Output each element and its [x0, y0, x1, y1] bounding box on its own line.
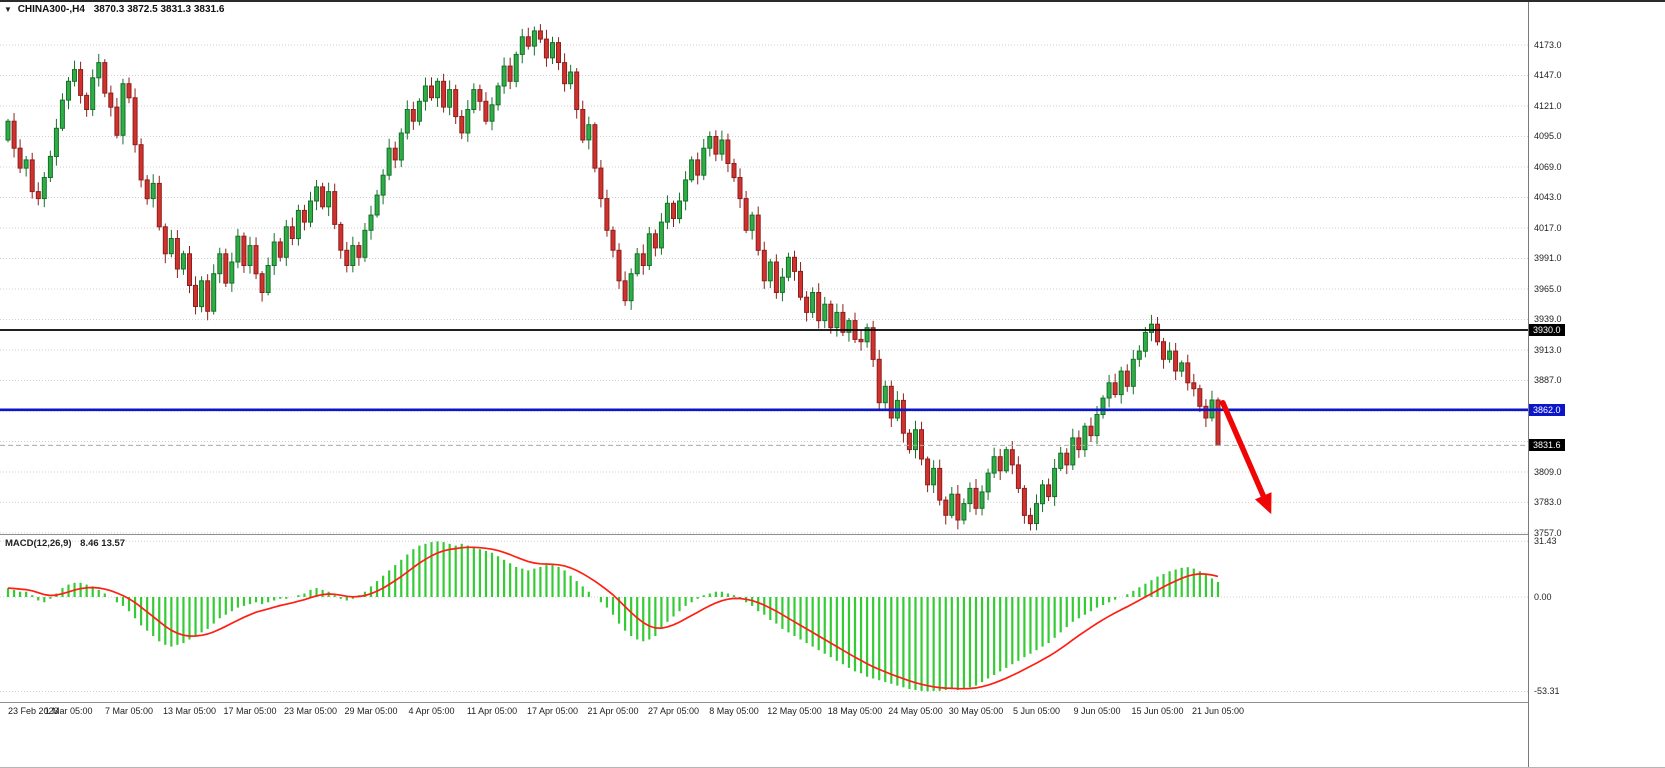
price-axis-label: 3913.0 [1534, 344, 1562, 355]
time-axis[interactable]: 23 Feb 2023 1 Mar 05:00 7 Mar 05:00 13 Mar … [0, 703, 1528, 727]
macd-axis-label: 31.43 [1534, 536, 1557, 547]
macd-axis-label: -53.31 [1534, 686, 1560, 697]
macd-signal-line [7, 546, 1219, 690]
price-axis-label: 4017.0 [1534, 222, 1562, 233]
price-axis-label: 3991.0 [1534, 253, 1562, 264]
time-axis-label: 12 May 05:00 [767, 706, 822, 716]
macd-indicator-label-row: MACD(12,26,9) 8.46 13.57 [5, 538, 125, 549]
price-chart-canvas[interactable] [0, 18, 1528, 534]
price-axis-label: 3965.0 [1534, 283, 1562, 294]
time-axis-label: 8 May 05:00 [709, 706, 759, 716]
price-axis-label: 4069.0 [1534, 161, 1562, 172]
macd-axis-label: 0.00 [1534, 592, 1552, 602]
time-axis-label: 9 Jun 05:00 [1073, 706, 1121, 716]
ohlc-values: 3870.3 3872.5 3831.3 3831.6 [93, 4, 225, 15]
panel-separator-bottom [0, 702, 1528, 703]
symbol-dropdown-icon[interactable]: ▼ [4, 5, 12, 14]
time-axis-label: 23 Feb 2023 [8, 706, 59, 716]
price-gridlines [0, 44, 1528, 534]
price-axis-label: 4095.0 [1534, 131, 1562, 142]
price-axis-label: 3887.0 [1534, 375, 1562, 386]
time-axis-label: 23 Mar 05:00 [283, 706, 338, 716]
price-axis-label: 4173.0 [1534, 39, 1562, 50]
time-axis-label: 21 Apr 05:00 [587, 706, 639, 716]
time-axis-label: 18 May 05:00 [827, 706, 883, 716]
time-axis-label: 24 May 05:00 [888, 706, 943, 716]
price-axis-label: 4121.0 [1534, 100, 1562, 111]
panel-separator-top [0, 534, 1528, 535]
price-axis-label: 3939.0 [1534, 314, 1562, 325]
symbol-timeframe: CHINA300-,H4 [17, 4, 85, 15]
time-axis-label: 13 Mar 05:00 [162, 706, 217, 716]
time-axis-label: 11 Apr 05:00 [466, 706, 518, 716]
time-axis-label: 7 Mar 05:00 [104, 706, 154, 716]
time-axis-label: 30 May 05:00 [948, 706, 1004, 716]
time-axis-label: 21 Jun 05:00 [1191, 706, 1245, 716]
price-axis-label: 3809.0 [1534, 466, 1562, 477]
macd-histogram [6, 541, 1220, 692]
support-level-tag: 3862.0 [1529, 403, 1565, 416]
time-axis-label: 1 Mar 05:00 [44, 706, 93, 716]
time-axis-label: 5 Jun 05:00 [1012, 706, 1061, 716]
macd-values: 8.46 13.57 [80, 538, 126, 549]
price-axis-label: 4043.0 [1534, 192, 1562, 203]
current-price-tag: 3831.6 [1529, 439, 1565, 452]
resistance-level-tag: 3930.0 [1529, 324, 1565, 337]
time-axis-label: 17 Mar 05:00 [223, 706, 277, 716]
time-axis-label: 27 Apr 05:00 [647, 706, 700, 716]
time-axis-label: 29 Mar 05:00 [344, 706, 398, 716]
time-axis-label: 17 Apr 05:00 [526, 706, 579, 716]
macd-gridlines [0, 540, 1528, 692]
macd-canvas[interactable] [0, 536, 1528, 702]
candles [5, 24, 1221, 531]
macd-indicator-label: MACD(12,26,9) [5, 538, 72, 549]
trend-arrow[interactable] [1220, 399, 1272, 515]
price-axis-label: 3757.0 [1534, 527, 1562, 538]
price-axis-label: 4147.0 [1534, 70, 1562, 81]
time-axis-label: 4 Apr 05:00 [408, 706, 455, 716]
price-axis[interactable]: 4173.0 4147.0 4121.0 4095.0 4069.0 4043.0 4017… [1528, 2, 1665, 767]
price-axis-label: 3783.0 [1534, 497, 1562, 508]
time-axis-label: 15 Jun 05:00 [1131, 706, 1184, 716]
chart-title: ▼ CHINA300-,H4 3870.3 3872.5 3831.3 3831… [4, 4, 224, 15]
